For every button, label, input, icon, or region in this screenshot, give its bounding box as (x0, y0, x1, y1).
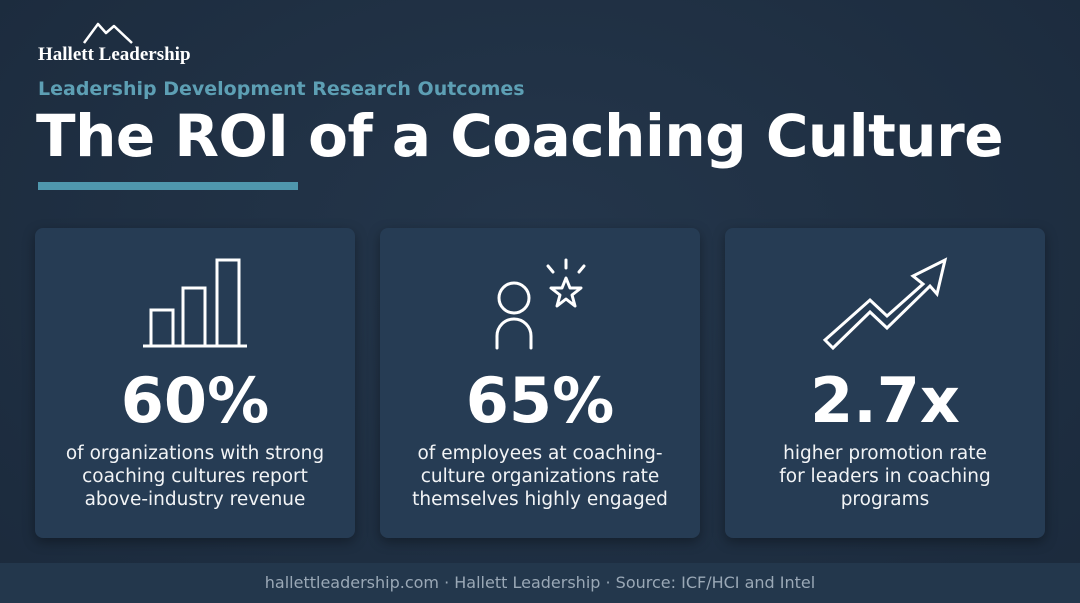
description-line: programs (840, 489, 930, 510)
stat-description: of organizations with strong coaching cu… (35, 442, 355, 511)
description-line: themselves highly engaged (412, 489, 668, 510)
trend-arrow-icon (822, 257, 948, 351)
description-line: culture organizations rate (420, 466, 660, 487)
stat-description: of employees at coaching- culture organi… (380, 442, 700, 511)
stat-value: 65% (465, 364, 615, 437)
accent-rule (38, 182, 298, 190)
stat-card: 60% of organizations with strong coachin… (35, 228, 355, 538)
description-line: of employees at coaching- (417, 443, 663, 464)
stat-card: 65% of employees at coaching- culture or… (380, 228, 700, 538)
stat-value: 60% (120, 364, 270, 437)
stat-card: 2.7x higher promotion rate for leaders i… (725, 228, 1045, 538)
subtitle: Leadership Development Research Outcomes (38, 78, 525, 100)
bar-chart-icon (143, 258, 247, 348)
description-line: coaching cultures report (82, 466, 308, 487)
stat-value: 2.7x (810, 364, 960, 437)
title: The ROI of a Coaching Culture (36, 102, 1004, 170)
person-star-icon (495, 258, 586, 350)
description-line: higher promotion rate (783, 443, 987, 464)
stat-description: higher promotion rate for leaders in coa… (725, 442, 1045, 511)
footer: hallettleadership.com · Hallett Leadersh… (0, 563, 1080, 603)
brand: Hallett Leadership (38, 44, 191, 65)
description-line: for leaders in coaching (779, 466, 991, 487)
description-line: above-industry revenue (84, 489, 306, 510)
description-line: of organizations with strong (65, 443, 325, 464)
logo-mountains (82, 22, 133, 44)
